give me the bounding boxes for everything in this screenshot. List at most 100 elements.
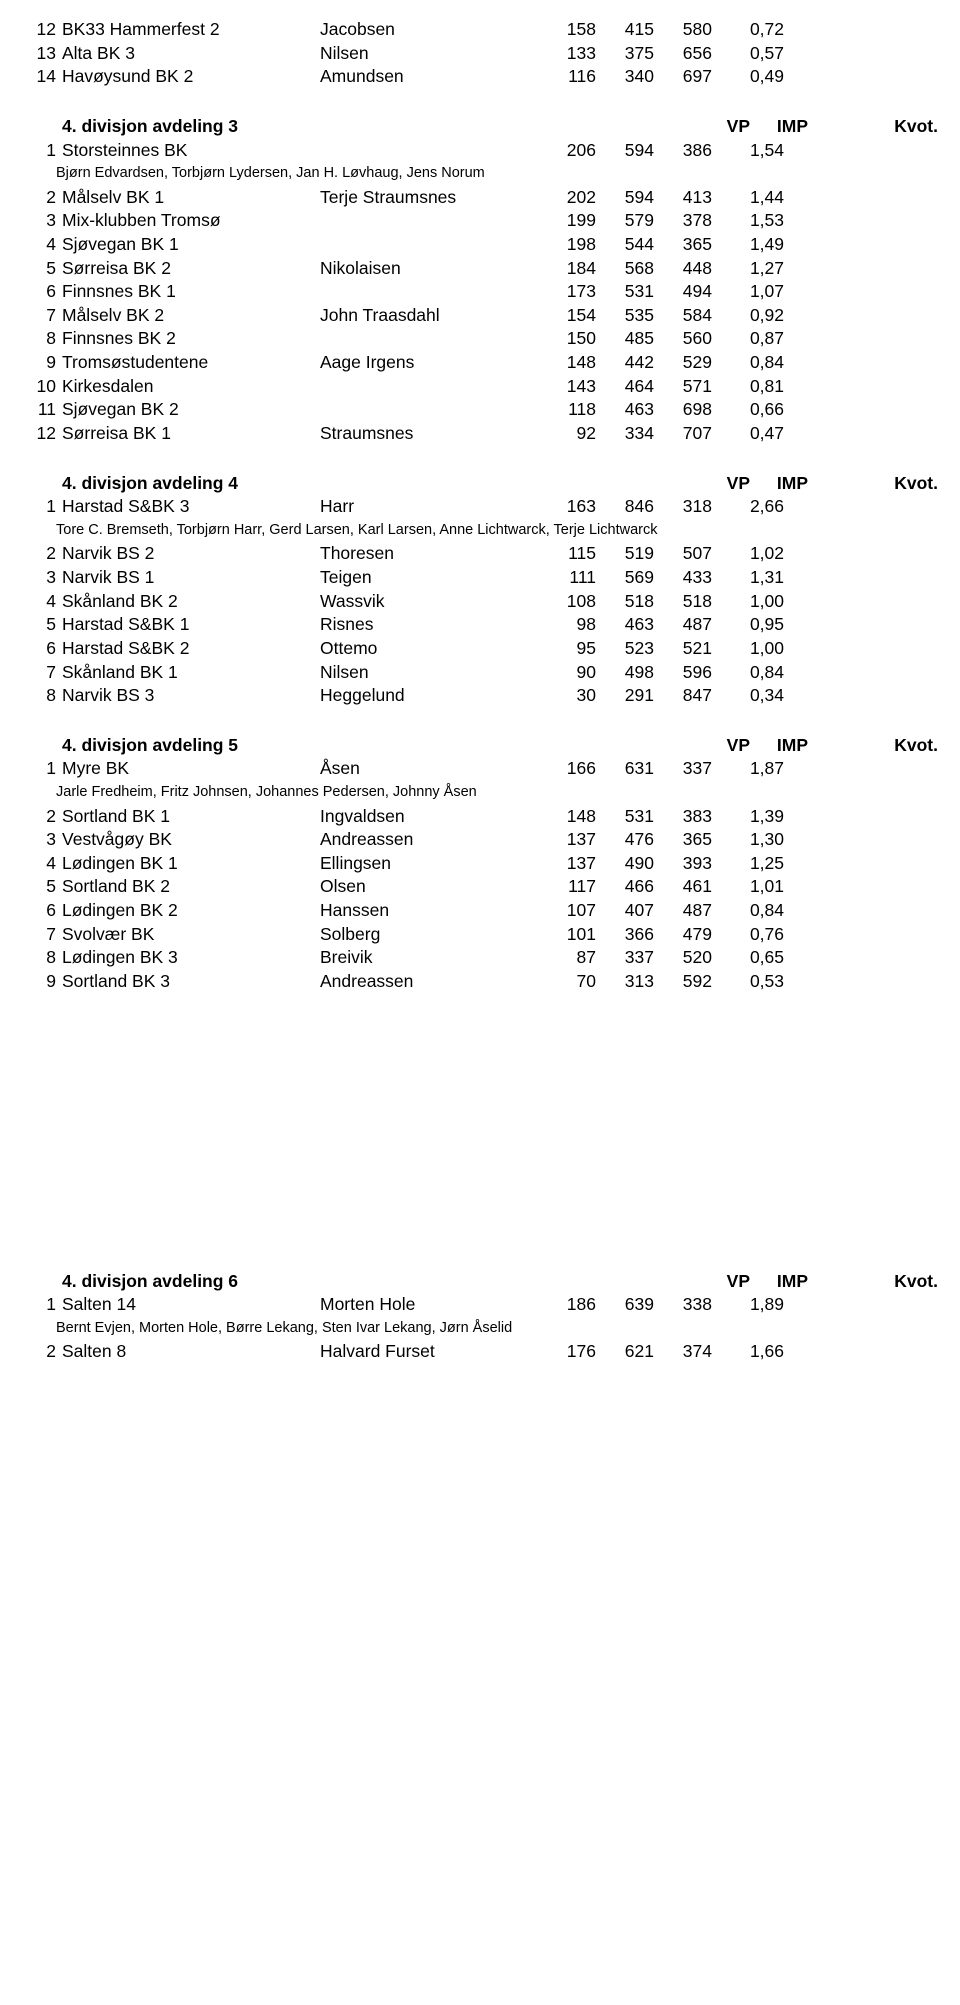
rank: 1 — [22, 139, 62, 163]
col-imp: 463 — [596, 613, 654, 637]
player: Heggelund — [320, 684, 538, 708]
team: Narvik BS 2 — [62, 542, 320, 566]
team: Sørreisa BK 2 — [62, 257, 320, 281]
col-n3: 338 — [654, 1293, 712, 1317]
col-n3: 520 — [654, 946, 712, 970]
col-vp: 202 — [538, 186, 596, 210]
team: Storsteinnes BK — [62, 139, 320, 163]
col-vp: 117 — [538, 875, 596, 899]
team: Salten 8 — [62, 1340, 320, 1364]
team: Salten 14 — [62, 1293, 320, 1317]
col-kvot: 0,84 — [712, 899, 784, 923]
hdr-imp: IMP — [750, 1270, 808, 1294]
team: Lødingen BK 3 — [62, 946, 320, 970]
table-row: 2Sortland BK 1Ingvaldsen1485313831,39 — [22, 805, 938, 829]
rank: 5 — [22, 875, 62, 899]
hdr-imp: IMP — [750, 115, 808, 139]
col-vp: 116 — [538, 65, 596, 89]
col-n3: 374 — [654, 1340, 712, 1364]
col-kvot: 0,47 — [712, 422, 784, 446]
col-kvot: 1,00 — [712, 637, 784, 661]
rank: 14 — [22, 65, 62, 89]
col-imp: 415 — [596, 18, 654, 42]
col-vp: 199 — [538, 209, 596, 233]
col-imp: 463 — [596, 398, 654, 422]
col-imp: 340 — [596, 65, 654, 89]
section-title: 4. divisjon avdeling 3 — [62, 115, 692, 139]
col-imp: 485 — [596, 327, 654, 351]
team: Kirkesdalen — [62, 375, 320, 399]
rank: 2 — [22, 805, 62, 829]
col-vp: 206 — [538, 139, 596, 163]
table-row: 3Vestvågøy BKAndreassen1374763651,30 — [22, 828, 938, 852]
hdr-kvot: Kvot. — [866, 734, 938, 758]
table-row: 14Havøysund BK 2Amundsen1163406970,49 — [22, 65, 938, 89]
team: Lødingen BK 2 — [62, 899, 320, 923]
col-kvot: 1,66 — [712, 1340, 784, 1364]
col-n3: 433 — [654, 566, 712, 590]
col-imp: 544 — [596, 233, 654, 257]
col-kvot: 1,00 — [712, 590, 784, 614]
player: Amundsen — [320, 65, 538, 89]
col-vp: 198 — [538, 233, 596, 257]
col-imp: 523 — [596, 637, 654, 661]
winner-players-note: Jarle Fredheim, Fritz Johnsen, Johannes … — [56, 783, 938, 803]
table-row: 12BK33 Hammerfest 2Jacobsen1584155800,72 — [22, 18, 938, 42]
team: Mix-klubben Tromsø — [62, 209, 320, 233]
team: Harstad S&BK 1 — [62, 613, 320, 637]
col-kvot: 1,31 — [712, 566, 784, 590]
rank: 5 — [22, 613, 62, 637]
hdr-kvot: Kvot. — [866, 472, 938, 496]
table-row: 5Sortland BK 2Olsen1174664611,01 — [22, 875, 938, 899]
rank: 3 — [22, 209, 62, 233]
player: Harr — [320, 495, 538, 519]
col-vp: 107 — [538, 899, 596, 923]
team: Målselv BK 2 — [62, 304, 320, 328]
team: Sortland BK 2 — [62, 875, 320, 899]
col-kvot: 0,66 — [712, 398, 784, 422]
col-kvot: 0,84 — [712, 661, 784, 685]
col-kvot: 0,49 — [712, 65, 784, 89]
col-vp: 150 — [538, 327, 596, 351]
col-n3: 413 — [654, 186, 712, 210]
col-vp: 148 — [538, 351, 596, 375]
hdr-vp: VP — [692, 115, 750, 139]
team: Narvik BS 3 — [62, 684, 320, 708]
col-kvot: 1,89 — [712, 1293, 784, 1317]
col-imp: 334 — [596, 422, 654, 446]
table-row-winner: 1Salten 14Morten Hole1866393381,89 — [22, 1293, 938, 1317]
table-row: 7Målselv BK 2John Traasdahl1545355840,92 — [22, 304, 938, 328]
col-n3: 596 — [654, 661, 712, 685]
player: Teigen — [320, 566, 538, 590]
rank: 7 — [22, 923, 62, 947]
col-kvot: 1,44 — [712, 186, 784, 210]
rank: 2 — [22, 186, 62, 210]
player: Ottemo — [320, 637, 538, 661]
col-imp: 535 — [596, 304, 654, 328]
rank: 6 — [22, 637, 62, 661]
player: Halvard Furset — [320, 1340, 538, 1364]
col-vp: 98 — [538, 613, 596, 637]
col-n3: 560 — [654, 327, 712, 351]
col-vp: 108 — [538, 590, 596, 614]
col-vp: 154 — [538, 304, 596, 328]
col-vp: 115 — [538, 542, 596, 566]
rank: 4 — [22, 590, 62, 614]
table-row: 5Harstad S&BK 1Risnes984634870,95 — [22, 613, 938, 637]
col-kvot: 1,49 — [712, 233, 784, 257]
col-n3: 847 — [654, 684, 712, 708]
player: Straumsnes — [320, 422, 538, 446]
col-imp: 568 — [596, 257, 654, 281]
table-row-winner: 1Myre BKÅsen1666313371,87 — [22, 757, 938, 781]
col-n3: 697 — [654, 65, 712, 89]
hdr-vp: VP — [692, 734, 750, 758]
col-vp: 92 — [538, 422, 596, 446]
team: Skånland BK 2 — [62, 590, 320, 614]
col-n3: 365 — [654, 233, 712, 257]
col-n3: 698 — [654, 398, 712, 422]
col-n3: 487 — [654, 899, 712, 923]
table-row: 8Finnsnes BK 21504855600,87 — [22, 327, 938, 351]
hdr-vp: VP — [692, 472, 750, 496]
col-n3: 494 — [654, 280, 712, 304]
team: Sortland BK 3 — [62, 970, 320, 994]
